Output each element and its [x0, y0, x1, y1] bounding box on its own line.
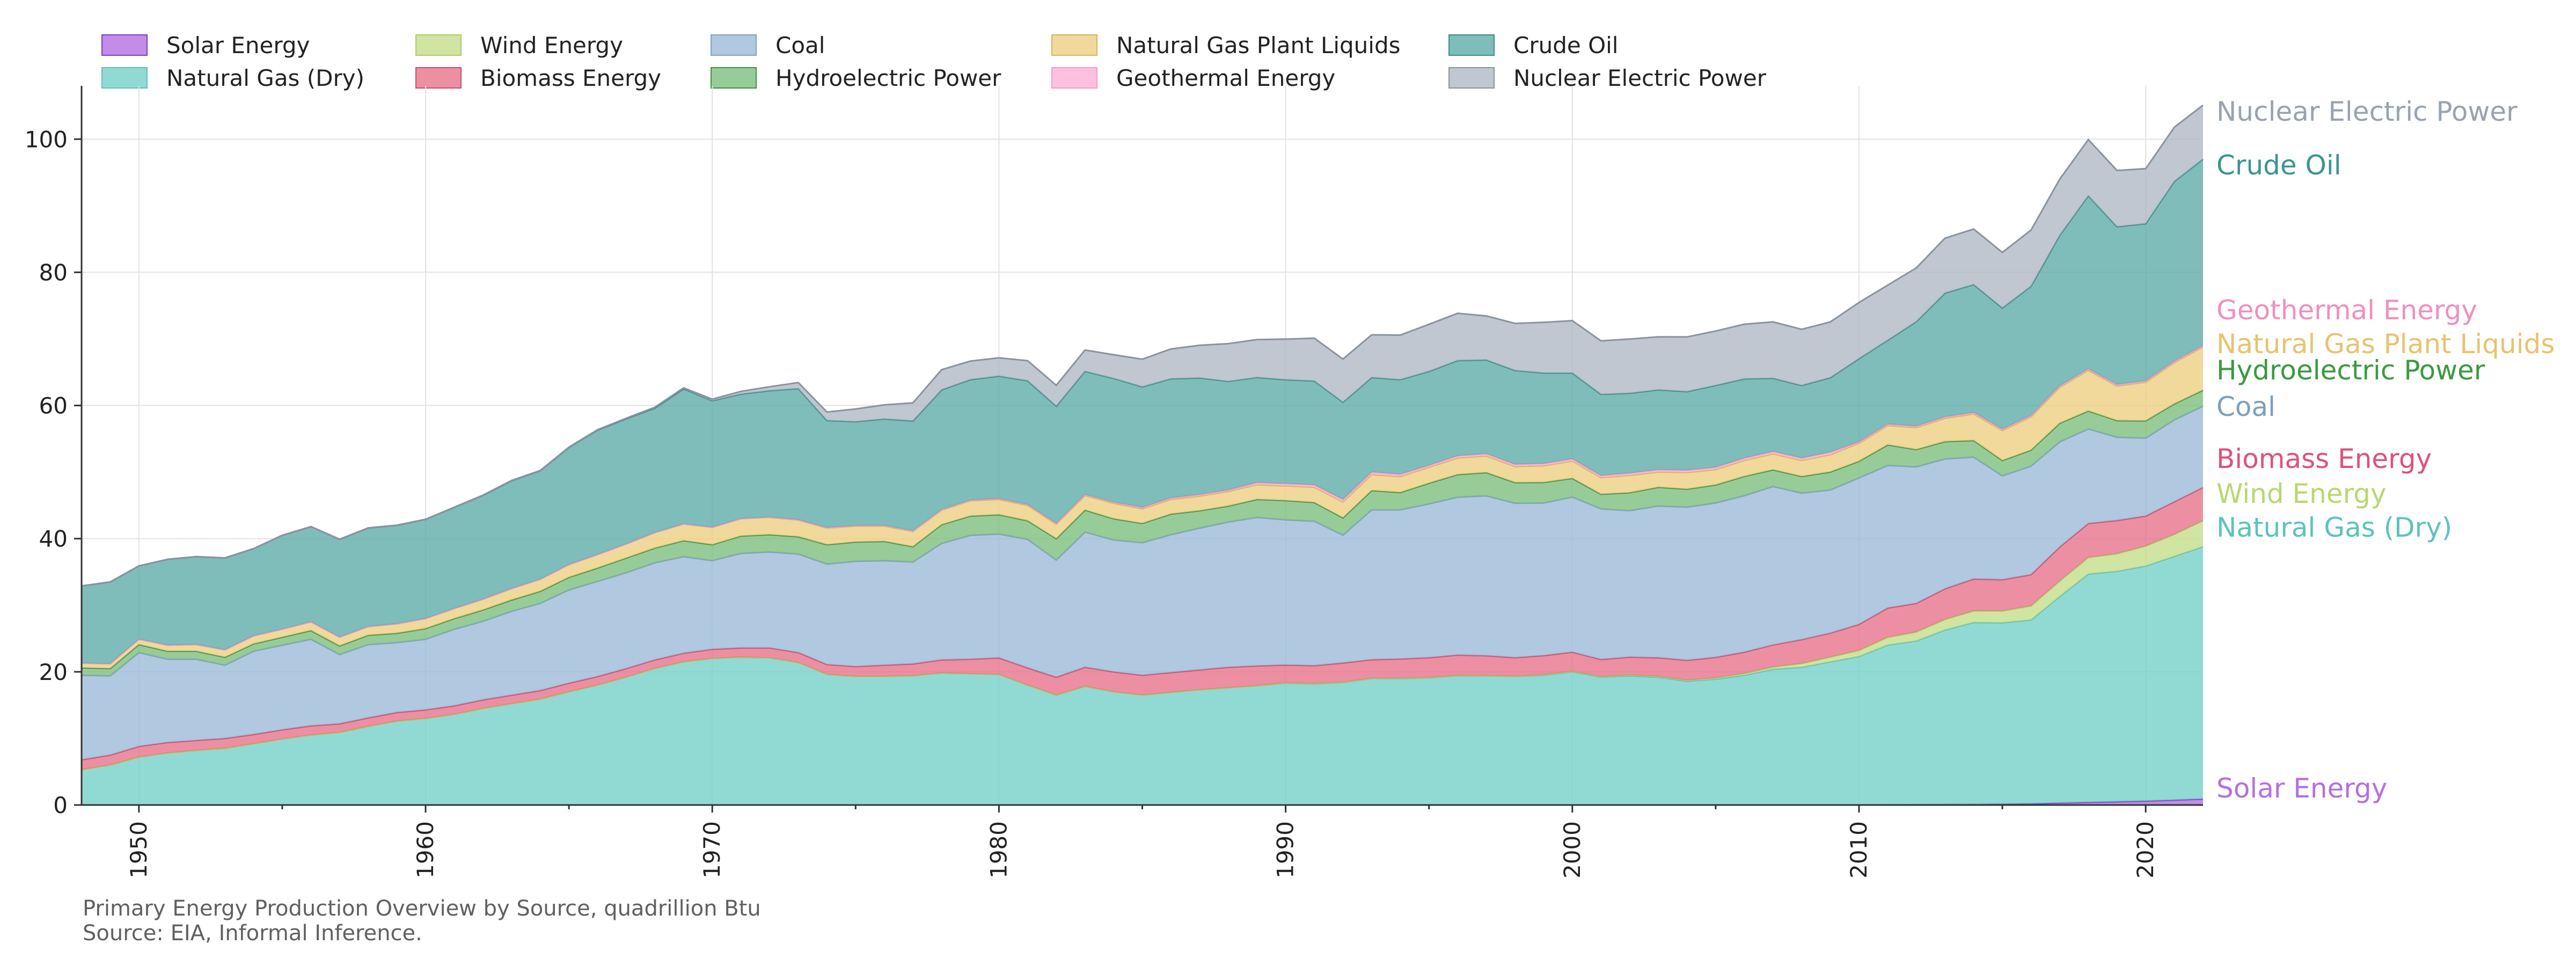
end-label-coal: Coal — [2216, 391, 2275, 422]
legend-swatch-hydroelectric-power — [711, 67, 757, 89]
legend-label-crude-oil: Crude Oil — [1513, 32, 1618, 58]
y-tick-label-40: 40 — [39, 526, 68, 552]
y-tick-label-100: 100 — [25, 126, 68, 152]
area-nuclear-electric-power — [82, 105, 2203, 586]
legend-swatch-crude-oil — [1448, 34, 1495, 56]
line-nuclear-electric-power — [81, 104, 2204, 587]
x-tick-label-2020: 2020 — [2132, 821, 2158, 879]
end-label-geothermal-energy: Geothermal Energy — [2216, 295, 2477, 326]
legend-label-coal: Coal — [775, 32, 825, 58]
y-tick-label-20: 20 — [39, 659, 68, 685]
legend-swatch-biomass-energy — [415, 67, 462, 89]
end-label-biomass-energy: Biomass Energy — [2216, 443, 2432, 474]
legend-label-wind-energy: Wind Energy — [480, 32, 623, 58]
x-tick-label-1990: 1990 — [1272, 821, 1299, 879]
legend-label-nuclear-electric-power: Nuclear Electric Power — [1513, 65, 1767, 91]
x-tick-label-1960: 1960 — [412, 821, 438, 879]
x-tick-label-1970: 1970 — [699, 821, 725, 879]
legend-label-natural-gas-plant-liquids: Natural Gas Plant Liquids — [1116, 32, 1401, 58]
x-tick-label-1950: 1950 — [126, 821, 152, 879]
area-hydroelectric-power — [82, 390, 2203, 676]
y-tick-label-0: 0 — [53, 792, 68, 818]
y-tick-label-80: 80 — [39, 259, 68, 286]
legend-swatch-solar-energy — [101, 34, 148, 56]
end-label-hydroelectric-power: Hydroelectric Power — [2216, 355, 2485, 386]
legend-swatch-natural-gas-dry — [101, 67, 148, 89]
legend-swatch-geothermal-energy — [1051, 67, 1097, 89]
x-tick-label-1980: 1980 — [985, 821, 1012, 879]
area-series — [81, 104, 2204, 806]
end-label-wind-energy: Wind Energy — [2216, 478, 2387, 509]
legend-swatch-wind-energy — [415, 34, 462, 56]
area-coal — [82, 406, 2203, 760]
legend-swatch-natural-gas-plant-liquids — [1051, 34, 1097, 56]
legend-swatch-coal — [711, 34, 757, 56]
end-label-solar-energy: Solar Energy — [2216, 773, 2387, 804]
end-label-natural-gas-dry: Natural Gas (Dry) — [2216, 512, 2452, 543]
end-label-nuclear-electric-power: Nuclear Electric Power — [2216, 96, 2518, 127]
legend-label-geothermal-energy: Geothermal Energy — [1116, 65, 1335, 91]
area-crude-oil — [82, 159, 2203, 664]
end-label-natural-gas-plant-liquids: Natural Gas Plant Liquids — [2216, 328, 2555, 360]
chart-caption-source: Source: EIA, Informal Inference. — [83, 921, 422, 946]
legend-label-hydroelectric-power: Hydroelectric Power — [775, 65, 1001, 91]
legend-label-solar-energy: Solar Energy — [166, 32, 310, 58]
x-tick-label-2000: 2000 — [1559, 821, 1585, 879]
area-natural-gas-dry — [82, 546, 2203, 805]
legend-label-biomass-energy: Biomass Energy — [480, 65, 661, 91]
axes: 0 20 40 60 80 100 1950 1960 1970 1980 1990 2000 2010… — [25, 86, 2203, 879]
x-tick-label-2010: 2010 — [1846, 821, 1872, 879]
legend: Solar Energy Natural Gas (Dry) Wind Energy… — [101, 32, 1767, 91]
y-tick-label-60: 60 — [39, 393, 68, 419]
legend-swatch-nuclear-electric-power — [1448, 67, 1495, 89]
chart-caption-title: Primary Energy Production Overview by So… — [83, 896, 761, 921]
legend-label-natural-gas-dry: Natural Gas (Dry) — [166, 65, 364, 91]
end-label-crude-oil: Crude Oil — [2216, 150, 2341, 181]
end-labels: Solar Energy Natural Gas (Dry)Wind Energy… — [2216, 96, 2555, 804]
